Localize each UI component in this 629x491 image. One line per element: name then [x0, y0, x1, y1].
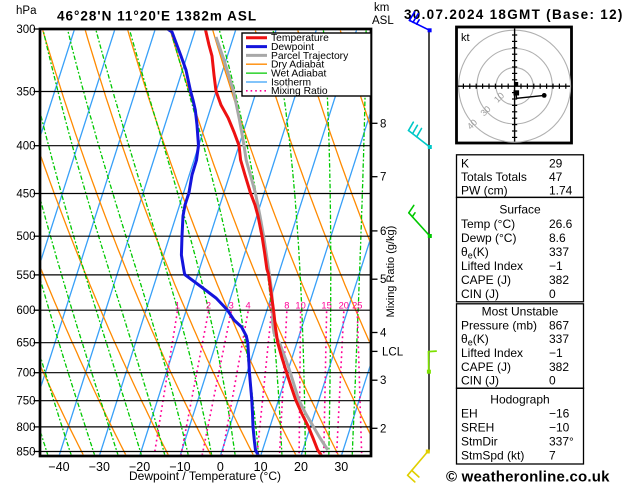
svg-text:29: 29	[549, 157, 563, 171]
svg-text:0: 0	[549, 374, 556, 388]
svg-text:750: 750	[16, 396, 35, 408]
svg-text:2: 2	[380, 423, 386, 435]
svg-text:km: km	[374, 2, 389, 14]
svg-text:337: 337	[549, 332, 569, 346]
svg-text:−1: −1	[549, 259, 563, 273]
svg-text:Temp (°C): Temp (°C)	[461, 217, 515, 231]
svg-text:CAPE (J): CAPE (J)	[461, 360, 511, 374]
svg-text:−10: −10	[549, 421, 570, 435]
svg-text:Dewp (°C): Dewp (°C)	[461, 231, 516, 245]
svg-text:StmDir: StmDir	[461, 435, 498, 449]
svg-text:500: 500	[16, 231, 35, 243]
svg-text:StmSpd (kt): StmSpd (kt)	[461, 449, 524, 463]
svg-text:LCL: LCL	[382, 346, 404, 358]
svg-text:700: 700	[16, 368, 35, 380]
svg-text:382: 382	[549, 273, 569, 287]
svg-text:K: K	[461, 157, 469, 171]
svg-text:2: 2	[206, 301, 211, 311]
svg-text:8: 8	[284, 301, 289, 311]
svg-text:ASL: ASL	[372, 15, 394, 27]
svg-text:CAPE (J): CAPE (J)	[461, 273, 511, 287]
svg-text:Surface: Surface	[499, 203, 541, 217]
svg-text:30: 30	[334, 460, 348, 474]
svg-text:Dewpoint / Temperature (°C): Dewpoint / Temperature (°C)	[129, 469, 281, 483]
svg-text:20: 20	[339, 301, 349, 311]
svg-text:8.6: 8.6	[549, 231, 566, 245]
svg-text:−1: −1	[549, 346, 563, 360]
svg-text:400: 400	[16, 141, 35, 153]
svg-text:−30: −30	[89, 460, 110, 474]
svg-text:30.07.2024 18GMT (Base: 12): 30.07.2024 18GMT (Base: 12)	[404, 7, 624, 22]
svg-text:350: 350	[16, 87, 35, 99]
svg-text:650: 650	[16, 338, 35, 350]
svg-text:Mixing Ratio: Mixing Ratio	[271, 86, 328, 97]
svg-text:PW (cm): PW (cm)	[461, 184, 508, 198]
svg-text:46°28'N 11°20'E 1382m ASL: 46°28'N 11°20'E 1382m ASL	[57, 9, 257, 24]
svg-text:10: 10	[295, 301, 305, 311]
svg-text:550: 550	[16, 270, 35, 282]
svg-text:−40: −40	[48, 460, 69, 474]
svg-text:Totals Totals: Totals Totals	[461, 170, 527, 184]
svg-text:1: 1	[175, 301, 180, 311]
svg-text:hPa: hPa	[16, 5, 37, 17]
svg-text:Mixing Ratio (g/kg): Mixing Ratio (g/kg)	[385, 226, 397, 318]
svg-text:3: 3	[380, 375, 386, 387]
svg-text:1.74: 1.74	[549, 184, 573, 198]
svg-text:Pressure (mb): Pressure (mb)	[461, 319, 537, 333]
svg-text:CIN (J): CIN (J)	[461, 374, 499, 388]
svg-text:337°: 337°	[549, 435, 574, 449]
svg-text:Lifted Index: Lifted Index	[461, 259, 523, 273]
svg-text:−16: −16	[549, 407, 570, 421]
svg-text:0: 0	[549, 287, 556, 301]
svg-text:EH: EH	[461, 407, 478, 421]
svg-text:CIN (J): CIN (J)	[461, 287, 499, 301]
svg-text:Most Unstable: Most Unstable	[482, 305, 559, 319]
svg-text:382: 382	[549, 360, 569, 374]
svg-text:300: 300	[16, 24, 35, 36]
svg-text:25: 25	[352, 301, 362, 311]
svg-text:15: 15	[321, 301, 331, 311]
svg-text:kt: kt	[461, 32, 470, 44]
svg-text:Hodograph: Hodograph	[490, 393, 549, 407]
svg-text:4: 4	[380, 328, 387, 340]
svg-text:Lifted Index: Lifted Index	[461, 346, 523, 360]
svg-text:8: 8	[380, 118, 386, 130]
svg-text:7: 7	[549, 449, 556, 463]
svg-text:867: 867	[549, 319, 569, 333]
svg-text:47: 47	[549, 170, 563, 184]
svg-text:© weatheronline.co.uk: © weatheronline.co.uk	[446, 469, 610, 486]
svg-text:SREH: SREH	[461, 421, 494, 435]
svg-text:3: 3	[229, 301, 234, 311]
svg-text:800: 800	[16, 422, 35, 434]
svg-text:7: 7	[380, 172, 386, 184]
svg-text:4: 4	[246, 301, 251, 311]
svg-text:850: 850	[16, 447, 35, 459]
svg-text:337: 337	[549, 245, 569, 259]
svg-text:26.6: 26.6	[549, 217, 573, 231]
svg-text:20: 20	[294, 460, 308, 474]
svg-text:450: 450	[16, 189, 35, 201]
svg-text:600: 600	[16, 305, 35, 317]
